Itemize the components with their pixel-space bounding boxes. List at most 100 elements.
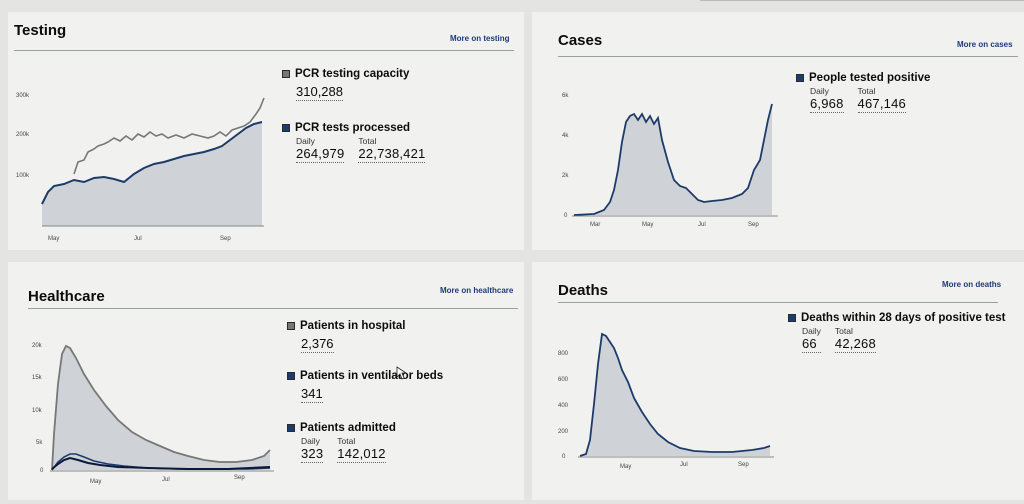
metric-value[interactable]: 2,376: [301, 336, 334, 353]
deaths-area: [580, 334, 770, 456]
x-tick-label: Sep: [738, 462, 749, 468]
patients-admitted-metric: Patients admitted Daily 323 Total 142,012: [287, 422, 396, 463]
pcr-capacity-metric: PCR testing capacity 310,288: [282, 68, 409, 101]
y-tick-label: 0: [562, 454, 566, 460]
dark-legend-icon: [287, 372, 295, 380]
metric-value[interactable]: 341: [301, 386, 323, 403]
metric-label: Patients in hospital: [300, 320, 406, 332]
grey-legend-icon: [287, 322, 295, 330]
total-label: Total: [857, 86, 876, 96]
patients-in-hospital-metric: Patients in hospital 2,376: [287, 320, 405, 353]
patients-ventilator-metric: Patients in ventilator beds 341: [287, 370, 443, 403]
deaths-chart: 800 600 400 200 0 May Jul Sep: [558, 332, 774, 470]
testing-divider: [14, 50, 514, 51]
hospital-line: [51, 344, 271, 471]
deaths-within-28-days-metric: Deaths within 28 days of positive test D…: [788, 312, 1006, 353]
total-label: Total: [337, 436, 356, 446]
x-tick-label: Jul: [698, 222, 706, 228]
testing-panel: Testing More on testing 300k 200k 100k M…: [8, 12, 524, 250]
deaths-line: [579, 332, 771, 457]
more-on-cases-link[interactable]: More on cases: [957, 40, 1013, 49]
metric-label: Patients admitted: [300, 422, 396, 434]
total-value[interactable]: 467,146: [857, 96, 906, 113]
tested-positive-metric: People tested positive Daily 6,968 Total 4…: [796, 72, 930, 113]
healthcare-divider: [28, 308, 518, 309]
deaths-panel: Deaths More on deaths 800 600 400 200 0 …: [532, 262, 1024, 500]
total-value[interactable]: 142,012: [337, 446, 386, 463]
x-tick-label: Jul: [680, 462, 688, 468]
x-tick-label: Sep: [234, 475, 245, 481]
x-tick-label: May: [642, 222, 653, 228]
dark-legend-icon: [282, 124, 290, 132]
cases-chart: 6k 4k 2k 0 Mar May Jul Sep: [562, 93, 778, 228]
metric-label: PCR testing capacity: [295, 68, 410, 80]
pcr-processed-area: [42, 122, 262, 226]
testing-chart: 300k 200k 100k May Jul Sep: [16, 93, 265, 242]
dark-legend-icon: [796, 74, 804, 82]
dark-legend-icon: [788, 314, 796, 322]
metric-label: PCR tests processed: [295, 122, 411, 134]
dark-legend-icon: [287, 424, 295, 432]
healthcare-title: Healthcare: [28, 288, 105, 305]
x-tick-label: Sep: [220, 236, 231, 242]
admitted-line: [51, 456, 271, 470]
y-tick-label: 300k: [16, 93, 30, 99]
total-label: Total: [358, 136, 377, 146]
deaths-divider: [558, 302, 998, 303]
y-tick-label: 800: [558, 351, 569, 357]
cases-line: [573, 103, 773, 216]
cases-title: Cases: [558, 32, 603, 49]
y-tick-label: 2k: [562, 173, 569, 179]
cases-divider: [558, 56, 1018, 57]
total-value[interactable]: 22,738,421: [358, 146, 426, 163]
daily-label: Daily: [301, 436, 320, 446]
y-tick-label: 4k: [562, 133, 569, 139]
y-tick-label: 0: [40, 468, 44, 474]
daily-label: Daily: [810, 86, 829, 96]
daily-value[interactable]: 264,979: [296, 146, 345, 163]
daily-value[interactable]: 6,968: [810, 96, 844, 113]
metric-value[interactable]: 310,288: [296, 84, 343, 101]
top-divider: [700, 0, 1024, 1]
daily-label: Daily: [802, 326, 821, 336]
metric-label: Deaths within 28 days of positive test: [801, 312, 1006, 324]
y-tick-label: 20k: [32, 343, 43, 349]
more-on-deaths-link[interactable]: More on deaths: [942, 280, 1002, 289]
pcr-processed-line: [41, 121, 263, 205]
daily-label: Daily: [296, 136, 315, 146]
y-tick-label: 400: [558, 403, 569, 409]
y-tick-label: 6k: [562, 93, 569, 99]
x-tick-label: Mar: [590, 222, 600, 228]
daily-value[interactable]: 66: [802, 336, 821, 353]
y-tick-label: 5k: [36, 440, 43, 446]
y-tick-label: 200k: [16, 132, 30, 138]
x-tick-label: Jul: [162, 477, 170, 483]
x-tick-label: Sep: [748, 222, 759, 228]
mouse-pointer-icon: [396, 366, 406, 380]
y-tick-label: 10k: [32, 408, 43, 414]
testing-title: Testing: [14, 22, 67, 39]
x-tick-label: May: [90, 479, 101, 485]
cases-area: [574, 104, 772, 215]
x-tick-label: Jul: [134, 236, 142, 242]
healthcare-chart: 20k 15k 10k 5k 0 May Jul Sep: [32, 343, 274, 485]
x-tick-label: May: [48, 236, 59, 242]
grey-legend-icon: [282, 70, 290, 78]
hospital-area: [52, 346, 270, 470]
more-on-healthcare-link[interactable]: More on healthcare: [440, 286, 514, 295]
total-value[interactable]: 42,268: [834, 336, 876, 353]
more-on-testing-link[interactable]: More on testing: [450, 34, 510, 43]
total-label: Total: [834, 326, 853, 336]
pcr-capacity-line: [73, 97, 265, 175]
y-tick-label: 200: [558, 429, 569, 435]
healthcare-panel: Healthcare More on healthcare 20k 15k 10…: [8, 262, 524, 500]
pcr-processed-metric: PCR tests processed Daily 264,979 Total 22…: [282, 122, 426, 163]
metric-label: Patients in ventilator beds: [300, 370, 444, 382]
y-tick-label: 600: [558, 377, 569, 383]
deaths-title: Deaths: [558, 282, 609, 299]
daily-value[interactable]: 323: [301, 446, 324, 463]
cases-panel: Cases More on cases 6k 4k 2k 0 Mar May J…: [532, 12, 1024, 250]
y-tick-label: 100k: [16, 173, 30, 179]
y-tick-label: 0: [564, 213, 568, 219]
